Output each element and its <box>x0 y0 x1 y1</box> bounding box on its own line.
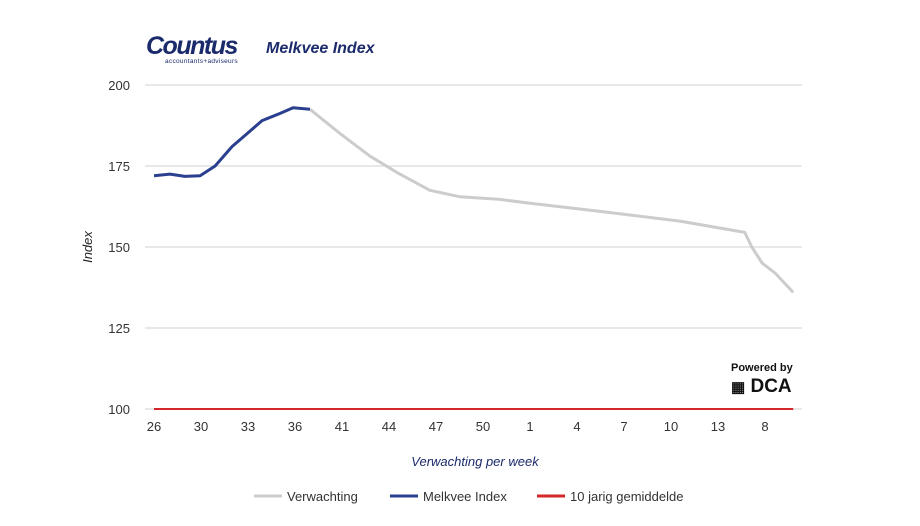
dca-grid-icon: ▦ <box>731 379 746 396</box>
x-axis-label: Verwachting per week <box>411 454 540 469</box>
y-tick-label: 200 <box>108 78 130 93</box>
x-tick-label: 30 <box>194 419 208 434</box>
x-tick-label: 4 <box>573 419 580 434</box>
countus-logo: Countus <box>146 32 238 60</box>
legend-label: 10 jarig gemiddelde <box>570 489 683 504</box>
logo-subtext: accountants+adviseurs <box>165 58 238 65</box>
legend-label: Melkvee Index <box>423 489 507 504</box>
x-tick-label: 44 <box>382 419 396 434</box>
dca-logo: ▦ DCA <box>731 376 792 398</box>
y-axis-label: Index <box>80 231 95 263</box>
y-tick-label: 100 <box>108 402 130 417</box>
powered-by-label: Powered by <box>731 362 793 374</box>
x-tick-label: 33 <box>241 419 255 434</box>
series-line-verwachting <box>309 108 795 294</box>
chart-title: Melkvee Index <box>266 40 375 57</box>
x-tick-label: 1 <box>526 419 533 434</box>
x-tick-label: 41 <box>335 419 349 434</box>
x-tick-label: 47 <box>429 419 443 434</box>
y-tick-label: 150 <box>108 240 130 255</box>
x-tick-label: 7 <box>620 419 627 434</box>
x-tick-label: 8 <box>761 419 768 434</box>
series-line-melkvee-index <box>153 106 311 178</box>
x-tick-label: 26 <box>147 419 161 434</box>
y-tick-label: 125 <box>108 321 130 336</box>
x-tick-label: 10 <box>664 419 678 434</box>
x-tick-label: 50 <box>476 419 490 434</box>
x-tick-label: 36 <box>288 419 302 434</box>
y-tick-label: 175 <box>108 159 130 174</box>
dca-brand: DCA <box>750 376 792 397</box>
x-tick-label: 13 <box>711 419 725 434</box>
legend-label: Verwachting <box>287 489 358 504</box>
